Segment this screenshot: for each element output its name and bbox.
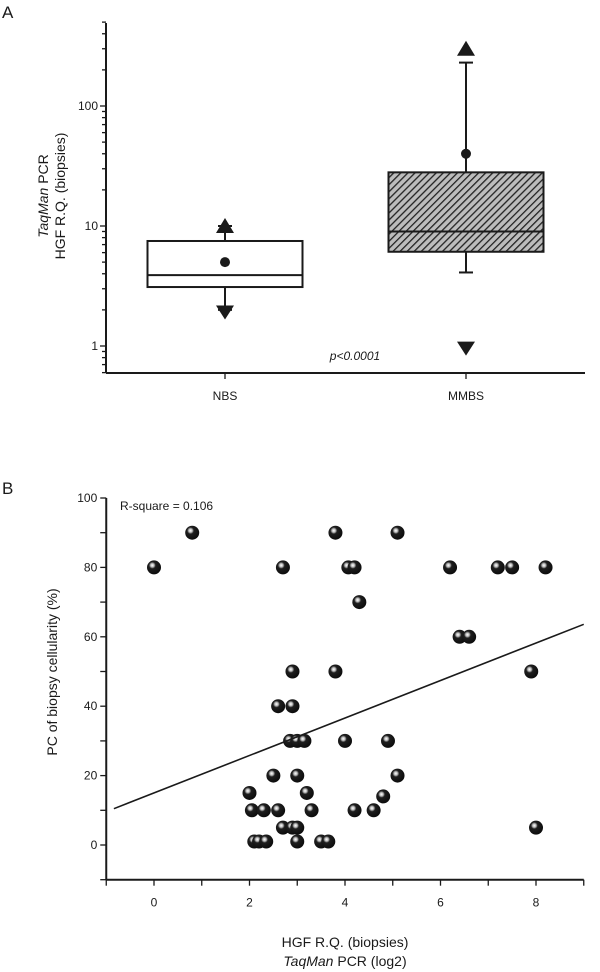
y-tick-label: 60 (84, 630, 98, 644)
p-value-annotation: p<0.0001 (329, 349, 380, 363)
x-title-rest: PCR (log2) (333, 953, 406, 969)
y-tick-label: 80 (84, 560, 98, 574)
data-point (285, 664, 300, 679)
data-point (529, 820, 543, 835)
data-point (352, 595, 367, 610)
panel-a-y-axis-title-line2: HGF R.Q. (biopsies) (52, 133, 68, 260)
regression-line (113, 623, 585, 810)
data-point (538, 560, 553, 575)
y-tick-label: 0 (91, 838, 98, 852)
data-point (299, 785, 314, 800)
data-point (380, 733, 395, 748)
data-point (304, 803, 319, 818)
data-point (256, 803, 271, 818)
r-square-annotation: R-square = 0.106 (120, 499, 213, 513)
panel-b-points (147, 525, 553, 849)
y-tick-label: 20 (84, 769, 98, 783)
data-point (390, 768, 405, 783)
y-tick-label: 100 (77, 491, 97, 505)
min-marker (216, 305, 234, 320)
data-point (297, 733, 312, 748)
data-point (290, 768, 305, 783)
box-mmbs (387, 40, 545, 356)
data-point (443, 560, 458, 575)
y-tick-label: 40 (84, 699, 98, 713)
data-point (290, 834, 305, 849)
data-point (266, 768, 281, 783)
x-tick-label: 4 (342, 896, 349, 910)
max-marker (216, 218, 234, 233)
panel-b-scatter: B 0 20 40 60 80 100 0 2 4 6 8 R-square = 0.106 PC … (2, 479, 585, 969)
mean-marker (461, 148, 471, 159)
x-tick-label: 8 (533, 896, 540, 910)
box-nbs (146, 218, 304, 320)
data-point (275, 560, 290, 575)
data-point (328, 664, 343, 679)
y-tick-label: 100 (78, 99, 98, 113)
panel-a-axes: 1 10 100 NBS MMBS (78, 21, 585, 403)
data-point (524, 664, 539, 679)
data-point (347, 803, 362, 818)
x-tick-label: NBS (213, 389, 238, 403)
y-title-italic: TaqMan (35, 187, 51, 237)
panel-b-axes: 0 20 40 60 80 100 0 2 4 6 8 (77, 491, 585, 910)
data-point (338, 733, 352, 748)
x-title-italic: TaqMan (283, 953, 333, 969)
y-tick-label: 10 (85, 219, 99, 233)
x-tick-label: 6 (437, 896, 444, 910)
y-tick-label: 1 (91, 339, 98, 353)
panel-a-boxplot: A 1 10 100 NBS MMBS TaqMan PCR HGF R.Q. (bio… (2, 3, 585, 403)
panel-b-y-axis-title: PC of biopsy cellularity (%) (44, 588, 60, 755)
data-point (462, 629, 477, 644)
y-title-rest: PCR (35, 154, 51, 187)
x-tick-label: 2 (246, 896, 253, 910)
data-point (376, 789, 391, 804)
data-point (328, 525, 343, 540)
max-marker (457, 40, 475, 56)
data-point (259, 834, 274, 849)
data-point (147, 560, 161, 575)
data-point (390, 525, 405, 540)
data-point (271, 803, 286, 818)
panel-a-boxes (146, 40, 545, 356)
data-point (290, 820, 305, 835)
panel-a-label: A (2, 3, 14, 22)
data-point (505, 560, 520, 575)
data-point (242, 785, 257, 800)
box-iqr (387, 171, 545, 253)
x-tick-label: MMBS (448, 389, 484, 403)
data-point (271, 699, 286, 714)
panel-b-x-axis-title-line1: HGF R.Q. (biopsies) (282, 934, 409, 950)
panel-b-label: B (2, 479, 13, 498)
x-tick-label: 0 (151, 896, 158, 910)
min-marker (457, 341, 475, 356)
data-point (244, 803, 259, 818)
data-point (321, 834, 336, 849)
panel-a-y-axis-title: TaqMan PCR (35, 154, 51, 238)
mean-marker (220, 257, 230, 268)
data-point (490, 560, 505, 575)
data-point (285, 699, 300, 714)
data-point (347, 560, 362, 575)
data-point (185, 525, 200, 540)
data-point (366, 803, 381, 818)
panel-b-x-axis-title-line2: TaqMan PCR (log2) (283, 953, 406, 969)
